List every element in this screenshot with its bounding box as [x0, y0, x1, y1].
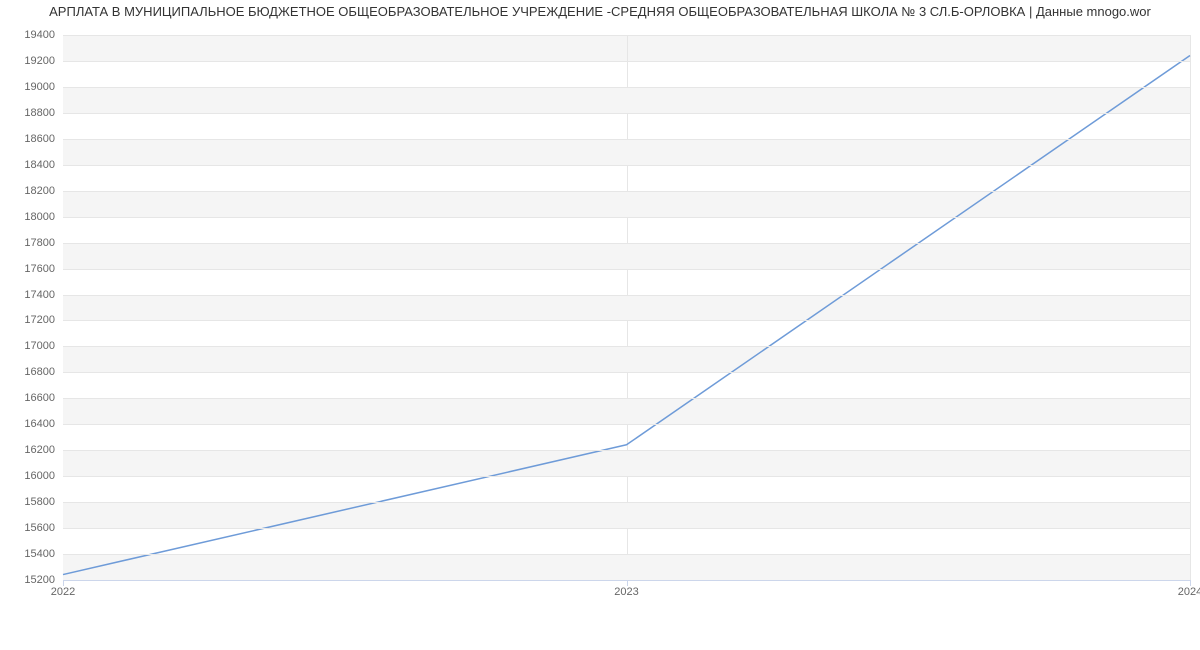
y-grid-line	[63, 87, 1190, 88]
y-tick-label: 15800	[24, 496, 55, 508]
salary-line-chart: АРПЛАТА В МУНИЦИПАЛЬНОЕ БЮДЖЕТНОЕ ОБЩЕОБ…	[0, 0, 1200, 650]
y-tick-label: 16400	[24, 418, 55, 430]
y-tick-label: 17800	[24, 237, 55, 249]
y-grid-line	[63, 269, 1190, 270]
chart-title: АРПЛАТА В МУНИЦИПАЛЬНОЕ БЮДЖЕТНОЕ ОБЩЕОБ…	[0, 4, 1200, 19]
x-tick-label: 2023	[614, 586, 638, 598]
y-tick-label: 17400	[24, 289, 55, 301]
y-tick-label: 19400	[24, 29, 55, 41]
y-grid-line	[63, 191, 1190, 192]
y-grid-line	[63, 320, 1190, 321]
y-tick-label: 16600	[24, 392, 55, 404]
y-tick-label: 18800	[24, 107, 55, 119]
plot-area: 1520015400156001580016000162001640016600…	[63, 35, 1190, 580]
y-tick-label: 18400	[24, 159, 55, 171]
y-tick-label: 19200	[24, 55, 55, 67]
y-grid-line	[63, 450, 1190, 451]
y-grid-line	[63, 476, 1190, 477]
y-tick-label: 18600	[24, 133, 55, 145]
y-tick-label: 16800	[24, 366, 55, 378]
x-grid-line	[1190, 35, 1191, 580]
y-grid-line	[63, 528, 1190, 529]
y-grid-line	[63, 346, 1190, 347]
y-tick-label: 16200	[24, 444, 55, 456]
y-grid-line	[63, 243, 1190, 244]
y-grid-line	[63, 424, 1190, 425]
x-tick-label: 2024	[1178, 586, 1200, 598]
x-tick-label: 2022	[51, 586, 75, 598]
y-grid-line	[63, 372, 1190, 373]
y-tick-label: 18200	[24, 185, 55, 197]
y-grid-line	[63, 502, 1190, 503]
y-tick-label: 15600	[24, 522, 55, 534]
y-tick-label: 15200	[24, 574, 55, 586]
y-grid-line	[63, 398, 1190, 399]
y-tick-label: 17000	[24, 340, 55, 352]
y-grid-line	[63, 165, 1190, 166]
y-grid-line	[63, 35, 1190, 36]
y-grid-line	[63, 61, 1190, 62]
y-tick-label: 17200	[24, 314, 55, 326]
y-grid-line	[63, 554, 1190, 555]
y-grid-line	[63, 113, 1190, 114]
y-tick-label: 18000	[24, 211, 55, 223]
y-tick-label: 19000	[24, 81, 55, 93]
y-grid-line	[63, 295, 1190, 296]
line-series	[63, 35, 1190, 580]
y-grid-line	[63, 217, 1190, 218]
y-tick-label: 16000	[24, 470, 55, 482]
y-grid-line	[63, 139, 1190, 140]
series-line	[63, 56, 1190, 575]
y-tick-label: 15400	[24, 548, 55, 560]
y-tick-label: 17600	[24, 263, 55, 275]
